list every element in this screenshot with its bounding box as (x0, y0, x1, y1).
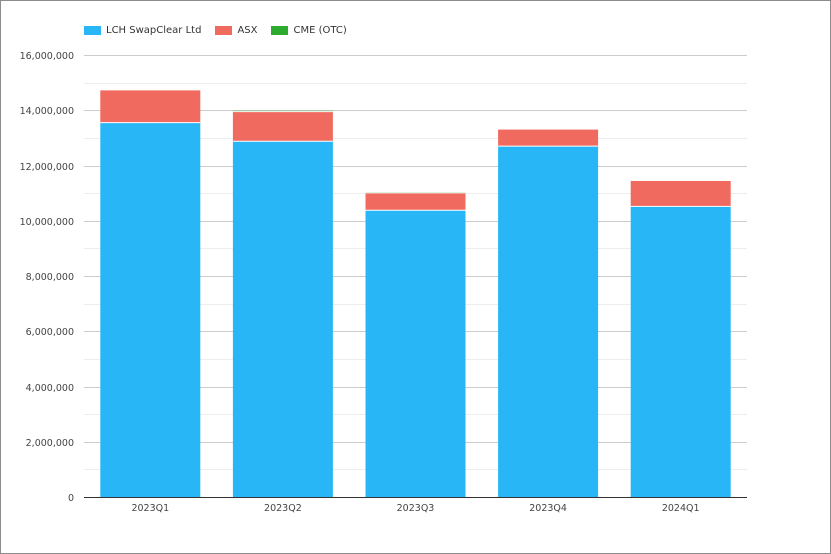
y-tick-label: 8,000,000 (26, 272, 74, 283)
bar-segment[interactable] (630, 206, 731, 497)
x-tick-label: 2023Q3 (397, 503, 435, 514)
bar-segment[interactable] (365, 210, 466, 497)
bar-segment[interactable] (498, 129, 599, 147)
x-tick-label: 2023Q2 (264, 503, 302, 514)
legend-label-asx: ASX (237, 24, 258, 36)
bar-segment[interactable] (100, 122, 201, 498)
y-tick-label: 6,000,000 (26, 327, 74, 338)
y-tick-label: 16,000,000 (20, 51, 74, 62)
x-tick-label: 2024Q1 (662, 503, 700, 514)
legend-swatch-cme-otc (271, 25, 289, 35)
bar-segment[interactable] (100, 90, 201, 123)
bar-segment[interactable] (630, 180, 731, 207)
legend-item-asx[interactable]: ASX (215, 25, 257, 36)
y-tick-label: 10,000,000 (20, 217, 74, 228)
y-tick-label: 4,000,000 (26, 383, 74, 394)
y-tick-label: 0 (68, 493, 74, 504)
x-tick-label: 2023Q4 (529, 503, 567, 514)
legend-item-cme-otc[interactable]: CME (OTC) (271, 24, 347, 36)
bar-segment[interactable] (365, 192, 466, 211)
legend-swatch-asx (215, 25, 233, 35)
chart-legend: LCH SwapClear Ltd ASX CME (OTC) (84, 23, 347, 37)
y-tick-label: 14,000,000 (20, 106, 74, 117)
y-tick-label: 2,000,000 (26, 438, 74, 449)
bar-segment[interactable] (498, 146, 599, 497)
legend-label-lch-swapclear: LCH SwapClear Ltd (106, 24, 202, 36)
bar-segment[interactable] (232, 141, 333, 497)
legend-item-lch-swapclear[interactable]: LCH SwapClear Ltd (84, 25, 201, 36)
y-tick-label: 12,000,000 (20, 162, 74, 173)
bar-segment[interactable] (232, 111, 333, 142)
legend-swatch-lch-swapclear (84, 25, 101, 35)
legend-label-cme-otc: CME (OTC) (293, 24, 347, 36)
x-tick-label: 2023Q1 (131, 503, 169, 514)
